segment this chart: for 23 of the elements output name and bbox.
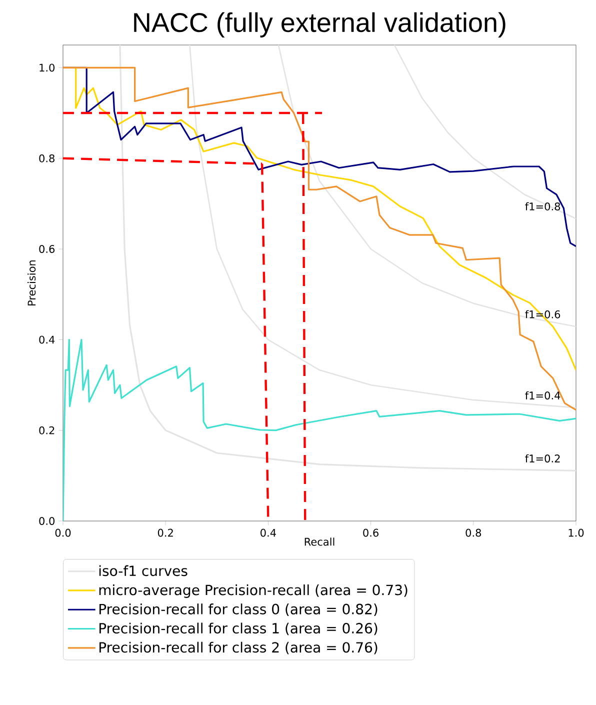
- x-tick-label: 1.0: [568, 528, 584, 537]
- annotation: f1=0.4: [525, 391, 560, 400]
- x-tick-label: 0.6: [363, 528, 378, 537]
- legend-label: iso-f1 curves: [99, 565, 188, 576]
- y-tick-label: 0.4: [39, 336, 55, 344]
- x-tick-label: 0.2: [158, 528, 173, 537]
- y-tick-label: 0.2: [39, 426, 54, 434]
- legend-label: Precision-recall for class 2 (area = 0.76): [99, 642, 378, 654]
- chart-title: NACC (fully external validation): [134, 12, 506, 38]
- annotation: f1=0.2: [525, 454, 560, 462]
- legend-label: Precision-recall for class 1 (area = 0.26): [99, 622, 378, 636]
- y-axis-title: Precision: [28, 260, 36, 306]
- y-tick-label: 0.0: [39, 517, 54, 525]
- annotation: f1=0.8: [525, 202, 560, 210]
- x-tick-label: 0.4: [260, 528, 276, 537]
- x-tick-label: 0.0: [55, 528, 71, 537]
- legend-label: Precision-recall for class 0 (area = 0.82): [99, 604, 378, 616]
- y-tick-label: 1.0: [40, 64, 54, 72]
- y-tick-label: 0.8: [39, 154, 54, 162]
- y-tick-label: 0.6: [39, 245, 55, 253]
- legend-label: micro-average Precision-recall (area = 0.73): [99, 584, 408, 598]
- x-tick-label: 0.8: [466, 528, 482, 537]
- x-axis-title: Recall: [304, 538, 334, 546]
